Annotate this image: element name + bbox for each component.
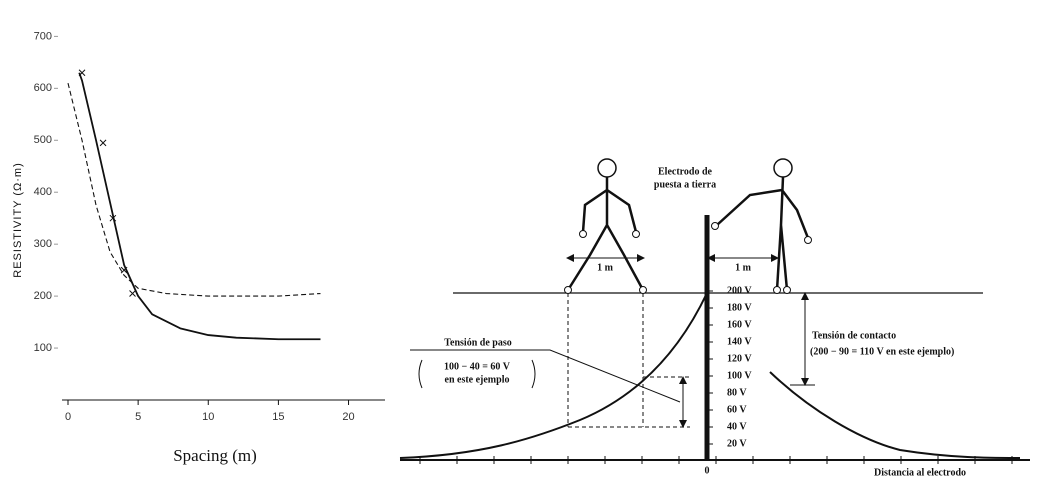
data-point <box>130 291 136 297</box>
y-tick-label: 500 <box>34 134 52 146</box>
voltage-label: 120 V <box>727 353 752 364</box>
x-tick-label: 15 <box>272 411 284 423</box>
distance-label: 1 m <box>735 262 752 273</box>
y-axis-label: RESISTIVITY (Ω·m) <box>12 162 24 277</box>
y-tick-label: 300 <box>34 238 52 250</box>
data-point <box>100 140 106 146</box>
voltage-label: 20 V <box>727 438 747 449</box>
y-tick-label: 200 <box>34 290 52 302</box>
voltage-label: 160 V <box>727 319 752 330</box>
step-note: en este ejemplo <box>445 374 510 385</box>
voltage-label: 140 V <box>727 336 752 347</box>
page: Spacing (m) RESISTIVITY (Ω·m) Electrodo … <box>0 0 1037 480</box>
distance-label: 1 m <box>597 262 614 273</box>
axis-label: Distancia al electrodo <box>874 467 966 478</box>
y-tick-label: 400 <box>34 186 52 198</box>
voltage-label: 200 V <box>727 285 752 296</box>
data-line <box>68 83 320 296</box>
x-axis-label: Spacing (m) <box>173 446 257 465</box>
x-tick-label: 5 <box>135 411 141 423</box>
electrode-label: Electrodo de <box>658 166 713 177</box>
touch-note: (200 − 90 = 110 V en este ejemplo) <box>810 346 954 357</box>
voltage-label: 60 V <box>727 404 747 415</box>
x-tick-label: 0 <box>65 411 71 423</box>
voltage-label: 180 V <box>727 302 752 313</box>
voltage-label: 80 V <box>727 387 747 398</box>
y-tick-label: 100 <box>34 342 52 354</box>
voltage-label: 40 V <box>727 421 747 432</box>
step-title: Tensión de paso <box>444 337 511 348</box>
touch-title: Tensión de contacto <box>812 330 896 341</box>
x-tick-label: 20 <box>342 411 354 423</box>
y-tick-label: 700 <box>34 30 52 42</box>
step-note: 100 − 40 = 60 V <box>444 361 511 372</box>
origin-label: 0 <box>705 465 710 476</box>
voltage-label: 100 V <box>727 370 752 381</box>
data-line <box>79 73 320 339</box>
electrode-label: puesta a tierra <box>654 179 716 190</box>
diagram: Electrodo de puesta a tierra 1 m 1 m Ten… <box>400 159 1030 478</box>
x-tick-label: 10 <box>202 411 214 423</box>
y-tick-label: 600 <box>34 82 52 94</box>
